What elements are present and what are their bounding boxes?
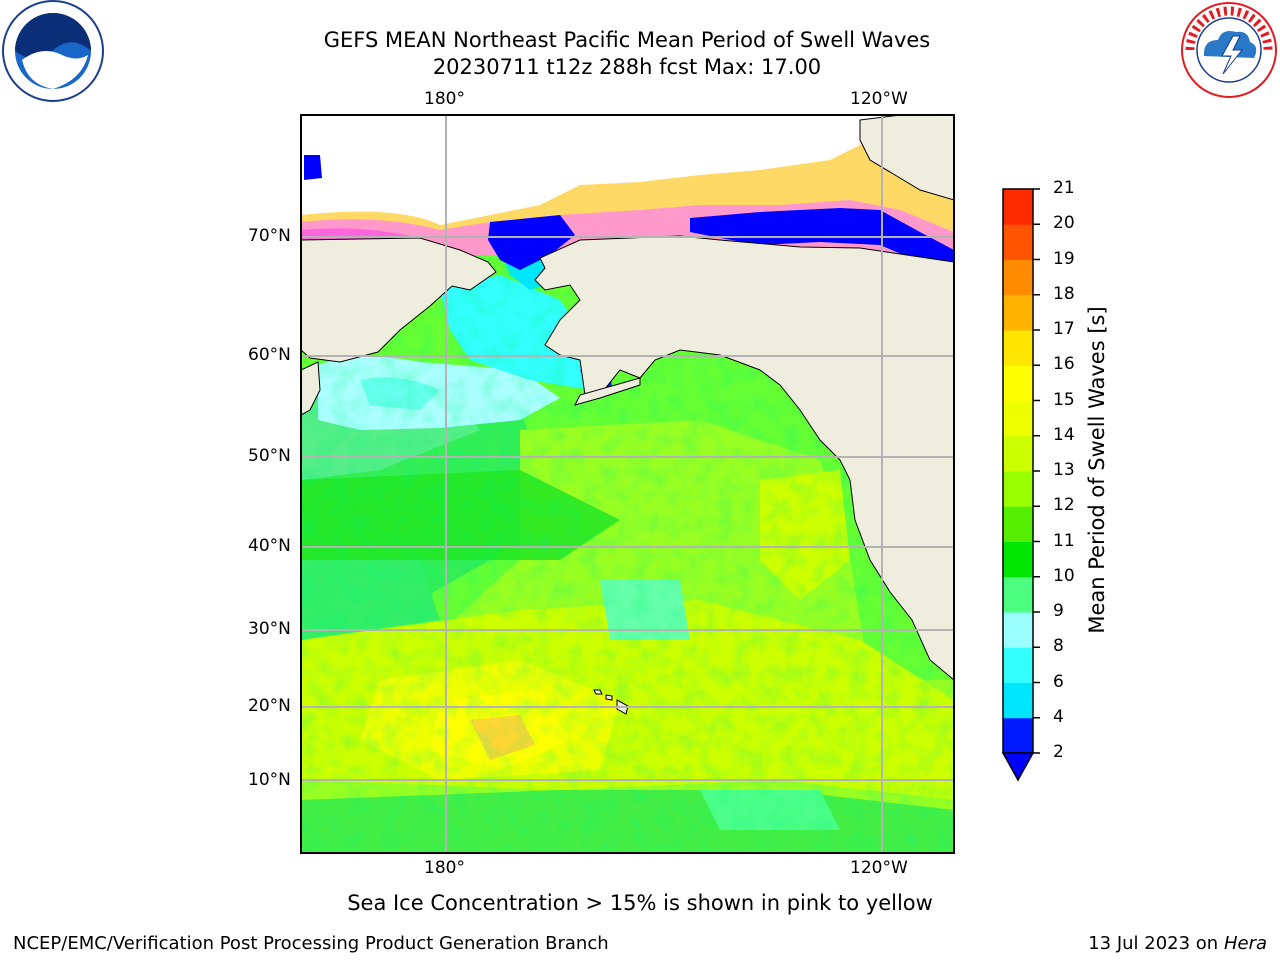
colorbar-segment [1003, 647, 1033, 683]
title-line-2: 20230711 t12z 288h fcst Max: 17.00 [432, 55, 822, 79]
colorbar-frame [1002, 188, 1034, 754]
colorbar-tick-label: 12 [1053, 495, 1075, 516]
colorbar-under-arrow [1001, 752, 1035, 782]
colorbar-segment [1003, 365, 1033, 401]
lat-label-30n: 30°N [248, 619, 291, 639]
lon-label-top-120w: 120°W [850, 89, 908, 109]
colorbar-segment [1003, 259, 1033, 296]
colorbar-tick-label: 8 [1053, 636, 1064, 657]
colorbar-segment [1003, 471, 1033, 507]
lat-label-40n: 40°N [248, 536, 291, 556]
colorbar-tick-label: 15 [1053, 389, 1075, 410]
sea-ice-note: Sea Ice Concentration > 15% is shown in … [347, 891, 933, 915]
colorbar-segment [1003, 576, 1033, 613]
colorbar-tick-label: 2 [1053, 742, 1064, 762]
colorbar-tick-label: 13 [1053, 460, 1075, 480]
lat-label-20n: 20°N [248, 696, 291, 716]
map-frame [300, 114, 955, 854]
colorbar-segment [1003, 612, 1033, 648]
date-text: 13 Jul 2023 on Hera [1088, 933, 1267, 954]
lon-label-top-180: 180° [424, 89, 465, 109]
date-value: 13 Jul 2023 on [1088, 933, 1219, 954]
colorbar-tick-label: 17 [1053, 319, 1075, 339]
colorbar-tick-label: 20 [1053, 213, 1075, 234]
colorbar-segment [1003, 294, 1033, 331]
colorbar-segment [1003, 400, 1033, 437]
colorbar-tick-label: 21 [1053, 178, 1075, 198]
title-line-1: GEFS MEAN Northeast Pacific Mean Period … [323, 28, 931, 52]
colorbar-tick-label: 4 [1053, 706, 1064, 727]
host-name: Hera [1223, 933, 1267, 954]
colorbar-label: Mean Period of Swell Waves [s] [1085, 306, 1109, 634]
colorbar-segment [1003, 435, 1033, 472]
colorbar-segment [1003, 541, 1033, 578]
colorbar-tick-label: 16 [1053, 354, 1075, 375]
lat-label-10n: 10°N [248, 770, 291, 790]
graticule [301, 115, 954, 853]
lat-label-60n: 60°N [248, 345, 291, 365]
colorbar-segment [1003, 682, 1033, 719]
colorbar-segment [1003, 717, 1033, 754]
colorbar-tick-label: 18 [1053, 283, 1075, 304]
map-field [301, 115, 954, 853]
lat-label-50n: 50°N [248, 446, 291, 466]
lon-label-bottom-120w: 120°W [850, 858, 908, 878]
colorbar [1003, 188, 1040, 754]
credit-text: NCEP/EMC/Verification Post Processing Pr… [13, 933, 609, 954]
colorbar-segment [1003, 506, 1033, 542]
noaa-logo-icon [2, 0, 104, 102]
colorbar-tick-label: 19 [1053, 248, 1075, 269]
colorbar-tick-label: 9 [1053, 601, 1064, 621]
colorbar-tick-label: 10 [1053, 565, 1075, 586]
nws-logo-icon [1181, 2, 1277, 98]
colorbar-segment [1003, 330, 1033, 366]
lon-label-bottom-180: 180° [424, 858, 465, 878]
colorbar-tick-label: 14 [1053, 424, 1075, 445]
colorbar-tick-label: 6 [1053, 671, 1064, 692]
colorbar-segment [1003, 189, 1033, 225]
colorbar-tick-label: 11 [1053, 530, 1075, 551]
lat-label-70n: 70°N [248, 226, 291, 246]
colorbar-segment [1003, 224, 1033, 260]
